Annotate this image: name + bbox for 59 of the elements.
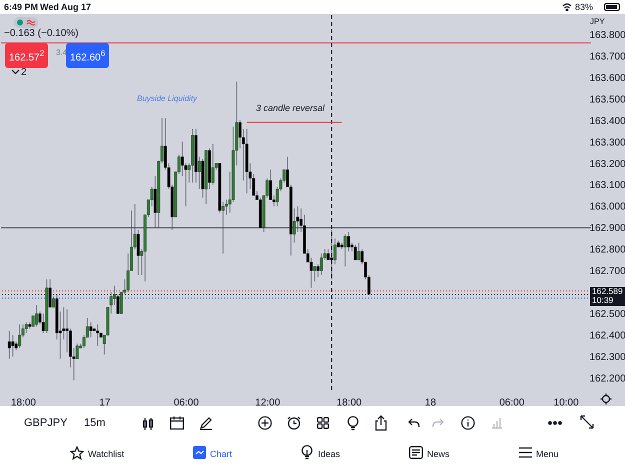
candlestick — [357, 242, 360, 260]
text: 10:39 — [592, 294, 614, 306]
y-tick-label: 162.200 — [590, 374, 625, 385]
x-tick-label: 12:00 — [255, 398, 281, 408]
candlestick — [35, 304, 38, 328]
y-tick-label: 163.700 — [590, 51, 625, 62]
text: GBPJPY — [24, 417, 68, 429]
candlestick — [344, 234, 347, 267]
text: JPY — [590, 16, 605, 28]
text: Wed Aug 17 — [40, 1, 92, 13]
candlestick — [8, 330, 11, 360]
y-tick-label: 163.400 — [590, 116, 625, 127]
candlestick — [320, 252, 323, 276]
x-tick-label: 18:00 — [336, 398, 362, 408]
candlestick — [347, 232, 350, 252]
candlestick — [11, 334, 14, 358]
x-tick-label: 18:00 — [10, 398, 36, 408]
annotation: −0.163 (−0.10%) — [4, 28, 78, 40]
candlestick — [211, 143, 214, 186]
annotation: 162.57$^{2}$ — [5, 43, 48, 68]
text: Ideas — [318, 448, 340, 460]
y-tick-label: 163.500 — [590, 94, 625, 106]
text: 15m — [84, 417, 106, 429]
candlestick — [89, 322, 92, 338]
candlestick — [313, 266, 316, 282]
y-tick-label: 163.800 — [590, 30, 625, 41]
candlestick — [310, 257, 313, 288]
text: Menu — [536, 448, 559, 460]
y-tick-label: 163.100 — [590, 180, 625, 192]
x-tick-label: 06:00 — [499, 398, 525, 408]
candlestick — [96, 324, 100, 346]
x-tick-label: 18 — [424, 398, 436, 408]
y-tick-label: 162.700 — [590, 266, 625, 278]
y-tick-label: 163.000 — [590, 202, 625, 213]
y-tick-label: 162.400 — [590, 330, 625, 342]
y-tick-label: 162.300 — [590, 352, 625, 364]
annotation: 3 candle reversal — [256, 102, 325, 114]
text: Chart — [210, 448, 232, 460]
y-tick-label: 163.600 — [590, 72, 625, 84]
annotation: 2 — [21, 67, 27, 79]
y-tick-label: 163.300 — [590, 137, 625, 148]
candlestick — [354, 244, 357, 260]
annotation: Buyside Liquidity — [137, 93, 198, 105]
y-tick-label: 162.900 — [590, 223, 625, 234]
candlestick — [24, 322, 28, 334]
x-tick-label: 17 — [99, 398, 111, 408]
text: 6:49 PM — [4, 1, 38, 13]
y-tick-label: 162.500 — [590, 309, 625, 320]
ref-line-label: 162.589 — [592, 286, 623, 296]
text: 83% — [575, 1, 594, 13]
text: Watchlist — [88, 448, 124, 460]
y-tick-label: 163.200 — [590, 158, 625, 170]
candlestick — [18, 324, 22, 349]
annotation: 162.60$^{6}$ — [66, 43, 110, 68]
x-tick-label: 10:00 — [554, 398, 580, 408]
x-tick-label: 06:00 — [174, 398, 200, 408]
y-tick-label: 162.800 — [590, 244, 625, 256]
annotation: 3.4 — [56, 47, 68, 59]
text: News — [427, 448, 450, 460]
